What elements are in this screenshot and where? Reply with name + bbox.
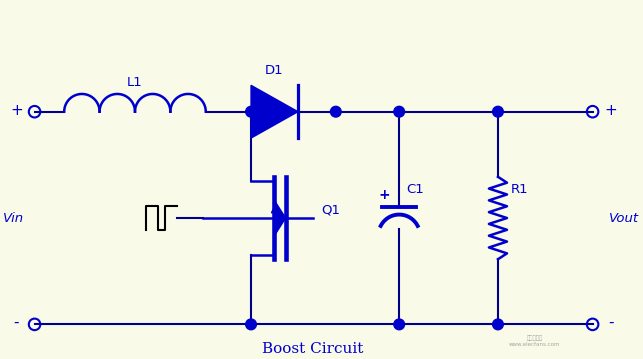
Text: 电子发烧友
www.elecfans.com: 电子发烧友 www.elecfans.com [509,335,561,346]
Text: +: + [10,103,23,117]
Circle shape [493,106,503,117]
Circle shape [246,319,257,330]
Text: R1: R1 [511,183,528,196]
Text: -: - [14,315,19,330]
Text: +: + [604,103,617,117]
Text: Vin: Vin [3,211,24,224]
Circle shape [394,319,404,330]
Text: +: + [379,188,390,202]
Circle shape [246,106,257,117]
Polygon shape [274,200,285,236]
Text: L1: L1 [127,76,143,89]
Circle shape [394,106,404,117]
Text: Vout: Vout [609,211,639,224]
Text: D1: D1 [265,64,284,77]
Polygon shape [251,85,298,138]
Circle shape [493,319,503,330]
Text: Q1: Q1 [321,203,340,216]
Text: Boost Circuit: Boost Circuit [262,342,363,356]
Circle shape [331,106,341,117]
Text: C1: C1 [406,183,424,196]
Text: -: - [608,315,613,330]
